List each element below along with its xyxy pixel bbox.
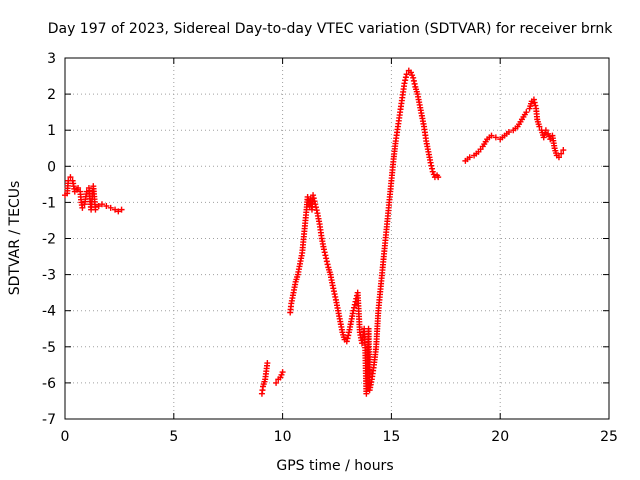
y-tick-label: -7 [42,412,56,428]
y-tick-label: 1 [47,123,56,139]
data-point-plus [112,206,119,213]
y-tick-label: -3 [42,268,56,284]
data-point-plus [523,109,530,116]
data-point-plus [95,203,102,210]
data-point-plus [322,252,329,259]
data-point-plus [323,255,330,262]
y-tick-label: -5 [42,340,56,356]
data-point-plus [546,133,553,140]
x-tick-label: 5 [169,429,178,445]
y-tick-label: -4 [42,304,56,320]
data-point-plus [351,304,358,311]
x-axis-label: GPS time / hours [276,458,393,474]
x-tick-label: 15 [382,429,400,445]
data-point-plus [555,154,562,161]
data-point-plus [532,102,539,109]
data-point-plus [92,206,99,213]
data-point-plus [410,77,417,84]
data-point-plus [435,174,442,181]
data-point-plus [324,261,331,268]
data-point-plus [429,168,436,175]
y-tick-label: -1 [42,195,56,211]
data-point-plus [350,307,357,314]
x-tick-label: 20 [491,429,509,445]
data-point-plus [98,201,105,208]
x-tick-label: 0 [61,429,70,445]
data-point-plus [410,74,417,81]
y-tick-label: -6 [42,376,56,392]
data-point-plus [321,249,328,256]
data-point-plus [560,147,567,154]
data-point-plus [312,201,319,208]
data-point-plus [103,203,110,210]
data-points [62,67,567,397]
data-point-plus [345,332,352,339]
data-point-plus [427,159,434,166]
data-point-plus [344,335,351,342]
data-point-plus [279,369,286,376]
data-point-plus [531,99,538,106]
data-point-plus [264,360,271,367]
y-tick-label: 3 [47,51,56,67]
data-point-plus [411,80,418,87]
data-point-plus [312,204,319,211]
data-point-plus [273,379,280,386]
plot-frame [64,57,610,420]
data-point-plus [310,195,317,202]
data-point-plus [428,162,435,169]
data-point-plus [310,192,317,199]
chart-title: Day 197 of 2023, Sidereal Day-to-day VTE… [48,21,613,37]
data-point-plus [118,206,125,213]
data-point-plus [343,338,350,345]
axis-ticks: 0 5 10 15 20 25 -7 -6 -5 -4 -3 -2 -1 0 1 2 3 [42,51,618,445]
y-tick-label: 2 [47,87,56,103]
data-point-plus [401,80,408,87]
data-point-plus [542,127,549,134]
data-point-plus [107,204,114,211]
data-point-plus [67,174,74,181]
y-tick-label: 0 [47,159,56,175]
data-point-plus [304,193,311,200]
data-point-plus [430,171,437,178]
data-point-plus [403,71,410,78]
data-point-plus [536,123,543,130]
data-point-plus [277,374,284,381]
data-point-plus [320,246,327,253]
data-point-plus [323,258,330,265]
y-tick-label: -2 [42,232,56,248]
data-point-plus [488,132,495,139]
data-point-plus [75,184,82,191]
data-point-plus [79,204,86,211]
data-point-plus [530,96,537,103]
data-point-plus [402,74,409,81]
data-point-plus [407,69,414,76]
data-point-plus [466,154,473,161]
data-point-plus [429,165,436,172]
data-point-plus [313,207,320,214]
x-tick-label: 10 [274,429,292,445]
data-point-plus [409,72,416,79]
y-axis-label: SDTVAR / TECUs [7,181,23,296]
data-point-plus [311,198,318,205]
data-point-plus [351,301,358,308]
data-point-plus [492,134,499,141]
data-point-plus [558,150,565,157]
data-point-plus [402,77,409,84]
x-tick-label: 25 [600,429,618,445]
data-point-plus [545,130,552,137]
data-point-plus [505,129,512,136]
data-point-plus [278,371,285,378]
data-point-plus [115,208,122,215]
